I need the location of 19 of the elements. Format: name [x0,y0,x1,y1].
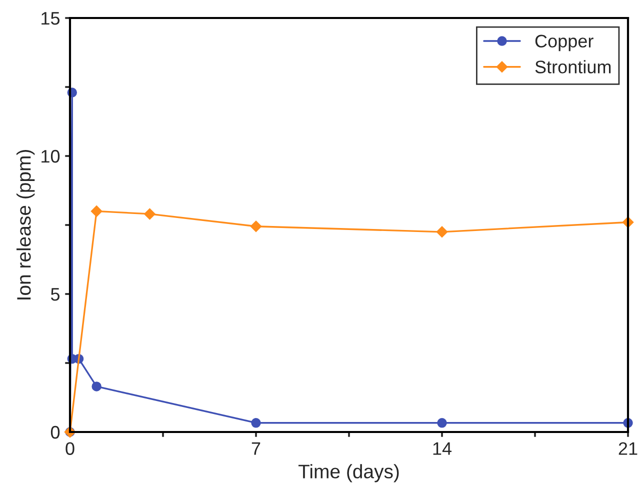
x-axis-title: Time (days) [298,464,399,482]
point [251,418,261,428]
y-tick-label: 10 [42,150,60,163]
point [90,206,102,217]
point [92,382,102,392]
legend-label: Strontium [535,60,611,74]
x-tick-label: 14 [433,442,452,455]
y-tick-label: 0 [50,426,60,439]
point [250,220,262,232]
x-tick-label: 0 [66,442,74,455]
legend-label: Copper [535,34,594,52]
x-tick-label: 21 [618,442,638,455]
point [144,208,156,220]
point [436,226,448,238]
point [437,418,447,428]
y-axis-title: Ion release (ppm) [16,150,35,300]
y-tick-label: 5 [50,288,60,301]
x-tick-label: 7 [252,442,260,455]
y-tick-label: 15 [42,12,60,25]
